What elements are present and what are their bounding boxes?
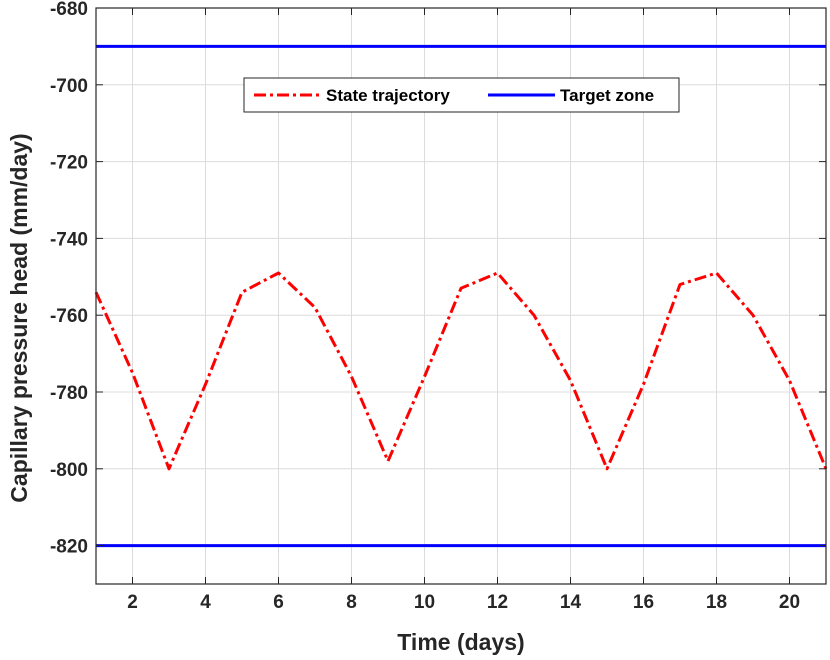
- state-trajectory-line: [94, 271, 828, 471]
- x-tick-label: 10: [414, 592, 435, 613]
- y-axis-title: Capillary pressure head (mm/day): [6, 133, 32, 502]
- x-tick-label: 8: [346, 592, 357, 613]
- x-tick-label: 16: [633, 592, 654, 613]
- x-tick-label: 12: [487, 592, 508, 613]
- y-tick-label: -760: [50, 306, 88, 327]
- y-tick-label: -700: [50, 76, 88, 97]
- x-tick-label: 20: [779, 592, 800, 613]
- y-tick-label: -820: [50, 537, 88, 558]
- x-tick-label: 18: [706, 592, 727, 613]
- x-tick-label: 14: [560, 592, 582, 613]
- x-axis-title: Time (days): [397, 629, 524, 655]
- legend-label-target-zone: Target zone: [560, 86, 654, 105]
- x-tick-labels: 2 4 6 8 10 12 14 16 18 20: [127, 592, 800, 613]
- y-tick-label: -680: [50, 0, 88, 20]
- y-tick-labels: -680 -700 -720 -740 -760 -780 -800 -820: [50, 0, 88, 558]
- axes: [95, 7, 827, 585]
- y-tick-label: -800: [50, 460, 88, 481]
- y-tick-label: -720: [50, 153, 88, 174]
- x-tick-label: 6: [273, 592, 284, 613]
- y-tick-label: -780: [50, 383, 88, 404]
- plot-frame: [95, 7, 827, 585]
- target-zone-lines: [96, 44, 826, 548]
- x-tick-label: 4: [200, 592, 211, 613]
- legend-label-state-trajectory: State trajectory: [326, 86, 450, 105]
- legend: State trajectory Target zone: [243, 77, 680, 113]
- x-tick-label: 2: [127, 592, 138, 613]
- y-tick-label: -740: [50, 229, 88, 250]
- state-trajectory-series: [94, 271, 828, 471]
